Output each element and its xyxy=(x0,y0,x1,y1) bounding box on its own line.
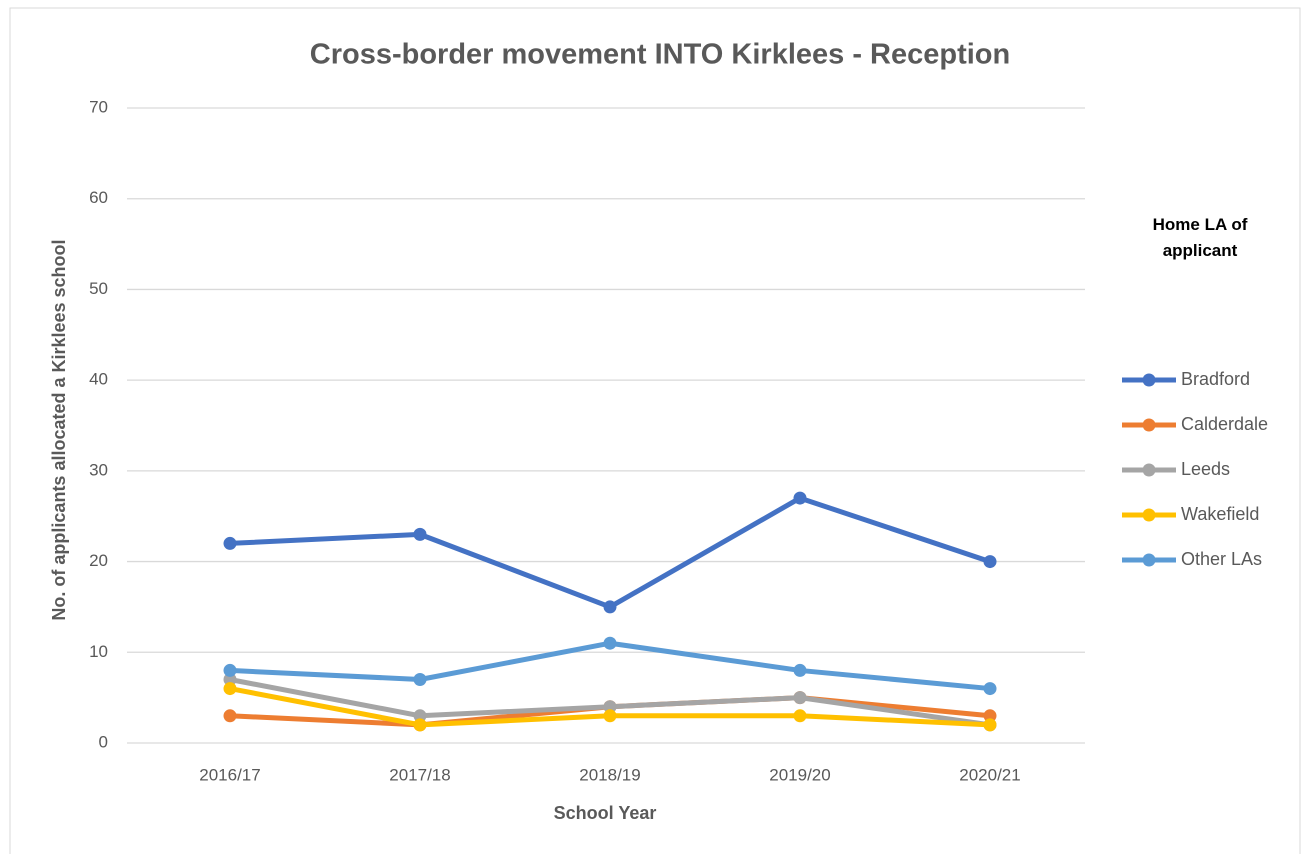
y-tick-label: 30 xyxy=(89,460,108,479)
legend-label: Other LAs xyxy=(1181,549,1262,569)
data-point xyxy=(413,527,427,541)
data-point xyxy=(223,709,237,723)
data-point xyxy=(983,555,997,569)
data-point xyxy=(793,691,807,705)
data-point xyxy=(603,600,617,614)
y-tick-label: 50 xyxy=(89,279,108,298)
y-tick-label: 60 xyxy=(89,188,108,207)
data-point xyxy=(983,718,997,732)
y-tick-label: 10 xyxy=(89,642,108,661)
legend-marker xyxy=(1142,508,1156,522)
y-tick-label: 20 xyxy=(89,551,108,570)
x-tick-label: 2020/21 xyxy=(959,765,1020,784)
y-tick-label: 40 xyxy=(89,370,108,389)
y-tick-label: 0 xyxy=(99,732,108,751)
chart-frame xyxy=(9,7,1301,854)
legend-title: Home LA of applicant xyxy=(1152,215,1248,260)
data-point xyxy=(793,663,807,677)
legend-label: Bradford xyxy=(1181,369,1250,389)
data-point xyxy=(413,709,427,723)
data-point xyxy=(223,682,237,696)
data-point xyxy=(223,536,237,550)
x-tick-label: 2018/19 xyxy=(579,765,640,784)
data-point xyxy=(413,673,427,686)
chart-title: Cross-border movement INTO Kirklees - Re… xyxy=(310,39,1010,71)
data-point xyxy=(603,709,617,723)
y-axis-title: No. of applicants allocated a Kirklees s… xyxy=(49,239,69,620)
data-point xyxy=(603,700,617,714)
legend-marker xyxy=(1142,373,1156,387)
y-tick-label: 70 xyxy=(89,97,108,116)
legend-label: Calderdale xyxy=(1181,414,1268,434)
data-point xyxy=(223,663,237,677)
legend-marker xyxy=(1142,553,1156,567)
data-point xyxy=(983,709,997,723)
legend-marker xyxy=(1142,463,1156,477)
legend-label: Wakefield xyxy=(1181,504,1259,524)
data-point xyxy=(603,636,617,650)
x-axis-title: School Year xyxy=(554,803,657,823)
x-tick-label: 2016/17 xyxy=(199,765,260,784)
data-point xyxy=(223,673,237,686)
x-tick-label: 2019/20 xyxy=(769,765,830,784)
data-point xyxy=(413,718,427,732)
data-point xyxy=(983,682,997,696)
x-tick-label: 2017/18 xyxy=(389,765,450,784)
data-point xyxy=(793,491,807,505)
legend-label: Leeds xyxy=(1181,459,1230,479)
legend-marker xyxy=(1142,418,1156,432)
data-point xyxy=(793,709,807,723)
